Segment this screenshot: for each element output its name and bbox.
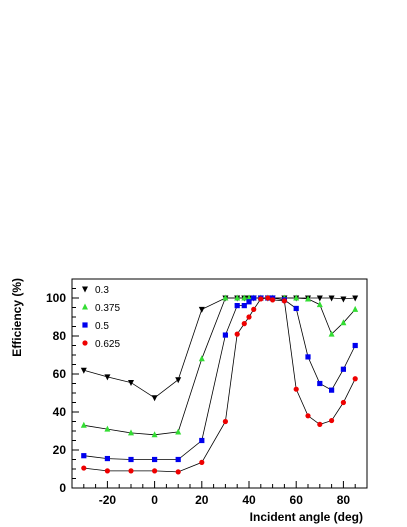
data-point	[152, 468, 158, 474]
data-point	[329, 387, 335, 393]
x-tick-label: -20	[99, 493, 117, 507]
data-point	[234, 303, 240, 309]
data-point	[104, 425, 111, 432]
data-point	[175, 456, 181, 463]
data-point	[199, 437, 205, 444]
data-point	[317, 421, 323, 427]
data-point	[258, 296, 264, 302]
data-point	[175, 469, 181, 475]
data-point	[305, 295, 311, 302]
data-point	[241, 303, 247, 309]
legend-label: 0.3	[95, 285, 109, 296]
data-point	[81, 453, 87, 459]
data-point	[340, 366, 346, 372]
data-point	[128, 380, 134, 387]
data-point	[128, 456, 134, 463]
data-point	[352, 305, 359, 312]
data-point	[246, 314, 252, 320]
legend-item: 0.375	[82, 303, 120, 314]
data-point	[175, 428, 182, 435]
data-point	[151, 431, 158, 438]
data-point	[234, 331, 240, 337]
x-tick-label: 40	[242, 493, 256, 507]
data-point	[293, 305, 299, 312]
data-point	[104, 455, 110, 462]
data-point	[317, 380, 323, 387]
data-point	[199, 459, 205, 465]
data-point	[281, 298, 287, 304]
y-tick-label: 20	[53, 443, 67, 457]
data-point	[222, 294, 229, 301]
data-point	[293, 386, 299, 392]
legend-label: 0.625	[95, 339, 120, 350]
y-tick-label: 60	[53, 367, 67, 381]
data-point	[340, 319, 347, 326]
data-point	[265, 295, 271, 301]
legend-item: 0.625	[82, 339, 120, 350]
data-point	[80, 367, 87, 374]
x-axis-title: Incident angle (deg)	[250, 510, 363, 524]
data-point	[352, 342, 358, 349]
data-point	[352, 376, 358, 382]
series-layer	[80, 294, 359, 475]
x-tick-label: 0	[151, 493, 158, 507]
data-point	[80, 421, 87, 428]
data-point	[81, 465, 87, 471]
data-point	[128, 429, 134, 436]
series-4	[81, 295, 358, 475]
data-point	[251, 306, 257, 312]
data-point	[104, 374, 111, 381]
data-point	[234, 294, 241, 301]
y-tick-label: 40	[53, 405, 67, 419]
data-point	[128, 468, 134, 474]
data-point	[340, 296, 347, 303]
x-tick-label: 80	[337, 493, 351, 507]
legend: 0.3 0.375 0.5 0.625	[82, 285, 120, 350]
data-point	[340, 399, 346, 406]
data-point	[198, 306, 205, 313]
y-tick-label: 0	[59, 481, 66, 495]
data-point	[329, 417, 335, 424]
data-point	[222, 332, 228, 338]
legend-item: 0.5	[82, 321, 109, 332]
x-tick-label: 60	[290, 493, 304, 507]
data-point	[293, 294, 300, 301]
legend-marker	[82, 303, 88, 310]
data-point	[251, 295, 257, 301]
legend-marker	[82, 286, 88, 293]
y-axis-title: Efficiency (%)	[10, 278, 24, 357]
data-point	[241, 321, 247, 327]
x-axis: -20 0 20 40 60 80	[83, 481, 356, 507]
data-point	[198, 355, 205, 362]
data-point	[328, 295, 335, 302]
data-point	[316, 295, 323, 302]
y-tick-label: 100	[46, 291, 66, 305]
legend-item: 0.3	[82, 285, 109, 296]
data-point	[270, 297, 276, 303]
y-tick-label: 80	[53, 329, 67, 343]
data-point	[316, 301, 323, 308]
legend-marker	[82, 322, 88, 328]
data-point	[246, 294, 252, 301]
legend-marker	[82, 340, 88, 346]
data-point	[328, 330, 335, 337]
data-point	[152, 456, 158, 463]
y-axis: 0 20 40 60 80 100	[46, 278, 79, 495]
data-point	[305, 354, 311, 360]
legend-label: 0.375	[95, 303, 120, 314]
x-tick-label: 20	[195, 493, 209, 507]
data-point	[151, 395, 158, 402]
data-point	[104, 468, 110, 474]
data-point	[305, 413, 311, 419]
data-point	[222, 418, 228, 425]
data-point	[175, 377, 182, 384]
data-point	[241, 294, 248, 301]
data-point	[246, 299, 252, 305]
legend-label: 0.5	[95, 321, 109, 332]
data-point	[352, 295, 359, 302]
